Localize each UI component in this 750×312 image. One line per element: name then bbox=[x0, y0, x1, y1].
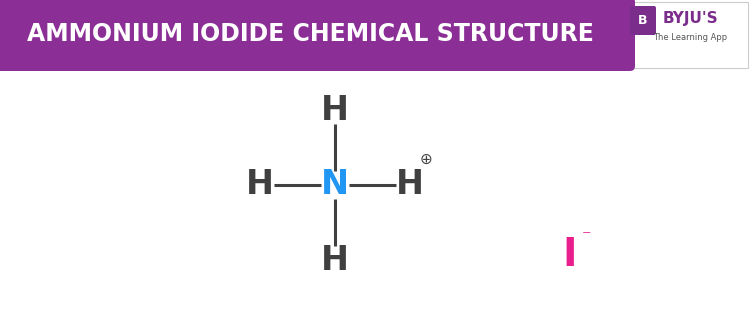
Text: ⊕: ⊕ bbox=[420, 152, 432, 167]
Text: H: H bbox=[321, 243, 349, 276]
Bar bbox=[625, 0, 750, 68]
FancyBboxPatch shape bbox=[630, 6, 656, 35]
Text: B: B bbox=[638, 14, 648, 27]
Text: BYJU'S: BYJU'S bbox=[662, 11, 718, 26]
Bar bbox=[0, 0, 625, 10]
Text: The Learning App: The Learning App bbox=[653, 33, 727, 42]
Text: H: H bbox=[396, 168, 424, 202]
FancyBboxPatch shape bbox=[0, 0, 635, 71]
Bar bbox=[627, 2, 748, 68]
Text: ⁻: ⁻ bbox=[582, 228, 592, 246]
Bar bbox=[0, 0, 10, 68]
Text: AMMONIUM IODIDE CHEMICAL STRUCTURE: AMMONIUM IODIDE CHEMICAL STRUCTURE bbox=[26, 22, 593, 46]
Text: I: I bbox=[562, 236, 578, 274]
Text: H: H bbox=[321, 94, 349, 126]
Text: H: H bbox=[246, 168, 274, 202]
Text: N: N bbox=[321, 168, 349, 202]
Bar bbox=[0, 0, 750, 68]
